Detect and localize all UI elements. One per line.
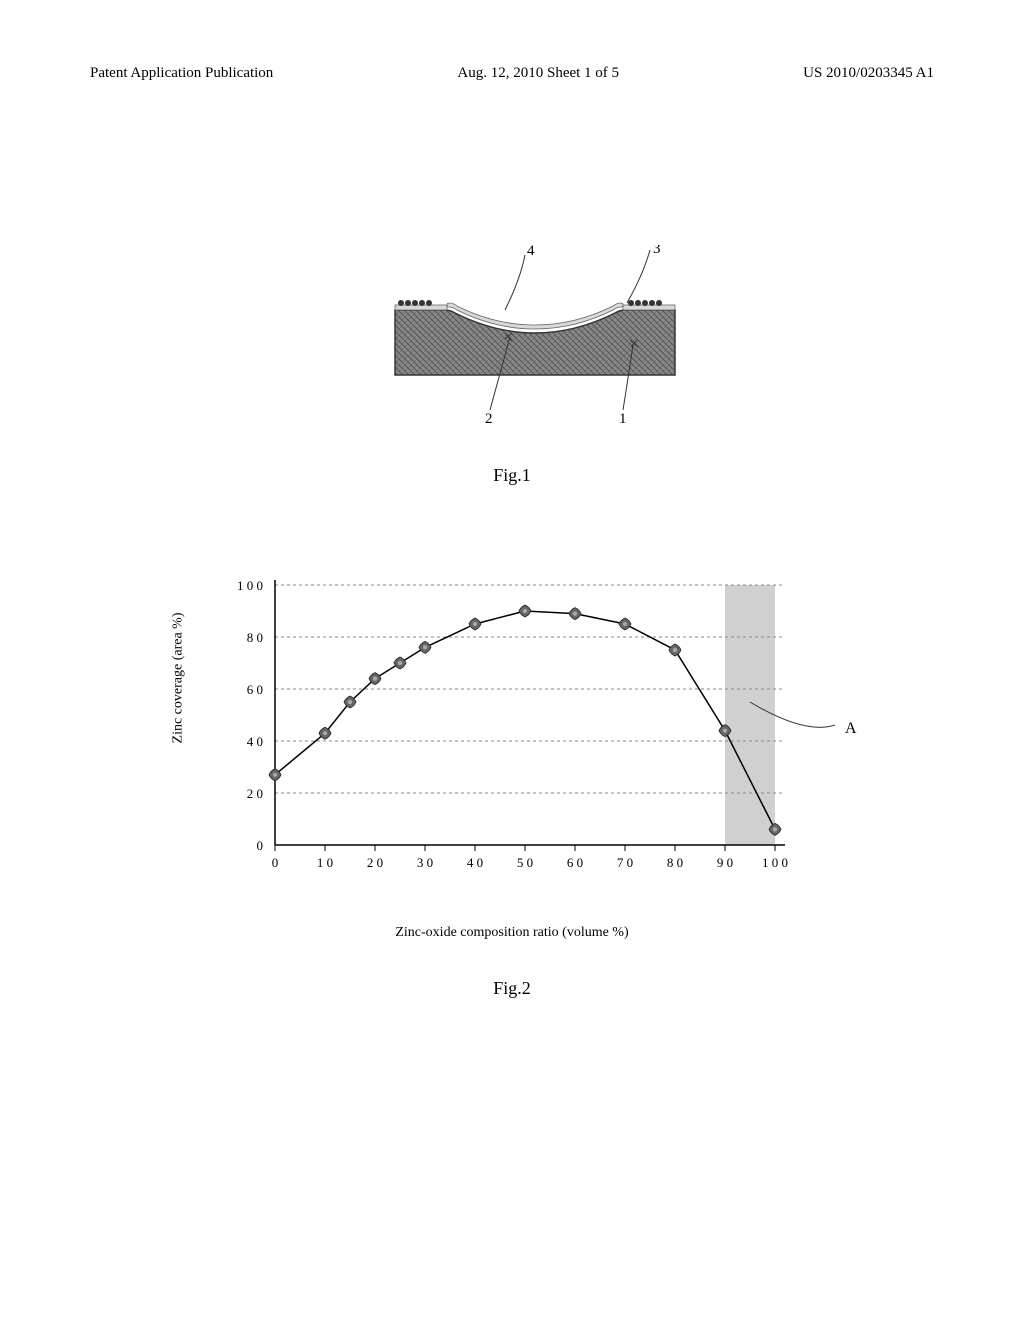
particles-left [398, 300, 432, 306]
figure-1: 4 3 [375, 245, 705, 425]
xtick-label: 1 0 0 [762, 855, 788, 870]
lead-line-3 [627, 250, 650, 303]
ytick-label: 2 0 [247, 786, 263, 801]
data-marker-center [373, 677, 377, 681]
data-line [275, 611, 775, 829]
xtick-label: 0 [272, 855, 279, 870]
xtick-label: 5 0 [517, 855, 533, 870]
ytick-label: 1 0 0 [237, 578, 263, 593]
xtick-label: 9 0 [717, 855, 733, 870]
ytick-label: 0 [257, 838, 264, 853]
figure-2-svg: 0 1 0 2 0 3 0 4 0 5 0 6 0 7 0 8 0 9 0 1 0 0 0 2 0 4 0… [195, 565, 835, 905]
data-marker-center [773, 827, 777, 831]
ytick-label: 6 0 [247, 682, 263, 697]
xtick-label: 3 0 [417, 855, 433, 870]
data-marker-center [523, 609, 527, 613]
label-2: 2 [485, 411, 493, 425]
figure-2-xlabel: Zinc-oxide composition ratio (volume %) [0, 925, 1024, 941]
label-4: 4 [527, 245, 535, 259]
figure-2-ylabel: Zinc coverage (area %) [170, 613, 186, 744]
figure-1-caption: Fig.1 [0, 465, 1024, 486]
figure-2-annotation-A: A [845, 720, 857, 738]
data-marker-center [723, 729, 727, 733]
figure-2-caption: Fig.2 [0, 978, 1024, 999]
label-1: 1 [619, 411, 627, 425]
data-marker-center [573, 612, 577, 616]
data-marker-center [273, 773, 277, 777]
figure-1-svg: 4 3 [375, 245, 705, 425]
ytick-label: 4 0 [247, 734, 263, 749]
header-right: US 2010/0203345 A1 [803, 65, 934, 82]
figure-2: 0 1 0 2 0 3 0 4 0 5 0 6 0 7 0 8 0 9 0 1 0 0 0 2 0 4 0… [195, 565, 835, 905]
xtick-label: 8 0 [667, 855, 683, 870]
xtick-label: 6 0 [567, 855, 583, 870]
page-header: Patent Application Publication Aug. 12, … [0, 65, 1024, 82]
lead-line-4 [505, 255, 525, 310]
ytick-label: 8 0 [247, 630, 263, 645]
data-marker-center [323, 731, 327, 735]
xtick-label: 4 0 [467, 855, 483, 870]
data-marker-center [473, 622, 477, 626]
shaded-region [725, 585, 775, 845]
xtick-label: 1 0 [317, 855, 333, 870]
data-marker-center [398, 661, 402, 665]
data-marker-center [348, 700, 352, 704]
header-left: Patent Application Publication [90, 65, 273, 82]
data-marker-center [673, 648, 677, 652]
xtick-label: 7 0 [617, 855, 633, 870]
data-marker-center [623, 622, 627, 626]
header-center: Aug. 12, 2010 Sheet 1 of 5 [457, 65, 619, 82]
particles-right [628, 300, 662, 306]
label-3: 3 [653, 245, 661, 257]
xtick-label: 2 0 [367, 855, 383, 870]
data-marker-center [423, 645, 427, 649]
